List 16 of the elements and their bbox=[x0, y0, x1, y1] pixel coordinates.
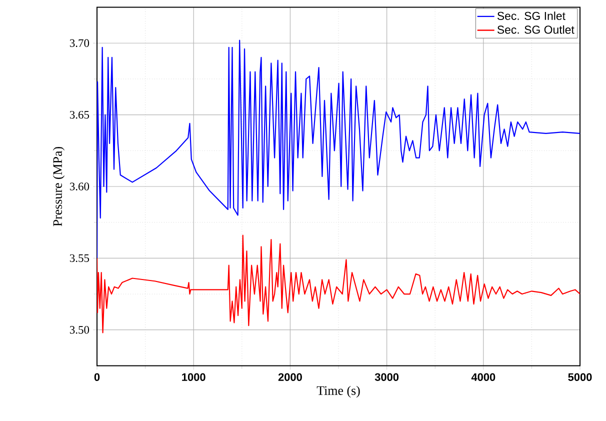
y-axis-title: Pressure (MPa) bbox=[52, 146, 65, 226]
x-tick-label: 0 bbox=[94, 373, 100, 381]
legend-label: Sec. SG Inlet bbox=[497, 12, 566, 20]
y-tick-label: 3.70 bbox=[70, 39, 90, 48]
x-tick-label: 5000 bbox=[568, 373, 592, 381]
y-tick-label: 3.50 bbox=[70, 326, 90, 334]
y-tick-label: 3.65 bbox=[70, 110, 90, 119]
y-tick-label: 3.55 bbox=[70, 254, 90, 262]
line-series bbox=[97, 40, 580, 259]
x-tick-label: 3000 bbox=[374, 373, 399, 381]
x-tick-label: 4000 bbox=[471, 373, 496, 381]
y-tick-label: 3.60 bbox=[70, 182, 90, 190]
x-tick-label: 1000 bbox=[182, 373, 206, 381]
legend-label: Sec. SG Outlet bbox=[497, 25, 574, 34]
x-axis-title: Time (s) bbox=[316, 386, 360, 398]
x-tick-label: 2000 bbox=[278, 373, 302, 381]
